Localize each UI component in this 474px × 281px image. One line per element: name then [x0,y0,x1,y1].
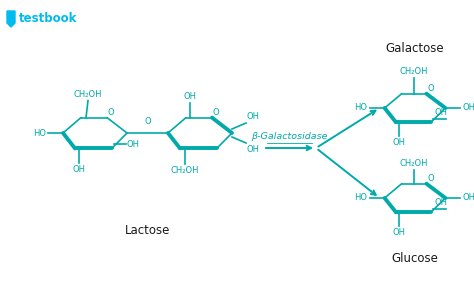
Text: OH: OH [463,194,474,203]
Text: OH: OH [73,166,85,175]
Text: OH: OH [183,92,197,101]
Text: O: O [428,174,434,183]
Text: CH₂OH: CH₂OH [400,159,428,168]
Polygon shape [7,11,15,27]
Text: OH: OH [463,103,474,112]
Text: O: O [144,117,151,126]
Text: CH₂OH: CH₂OH [171,166,199,175]
Text: Lactose: Lactose [125,223,171,237]
Text: OH: OH [247,145,260,154]
Text: O: O [108,108,115,117]
Text: OH: OH [435,108,448,117]
Text: HO: HO [355,194,368,203]
Text: OH: OH [392,138,405,147]
Text: OH: OH [392,228,405,237]
Text: CH₂OH: CH₂OH [74,90,102,99]
Text: HO: HO [355,103,368,112]
Text: Glucose: Glucose [392,251,438,264]
Text: CH₂OH: CH₂OH [400,67,428,76]
Text: testbook: testbook [19,12,77,24]
Text: O: O [428,84,434,93]
Text: OH: OH [247,112,260,121]
Text: HO: HO [33,128,46,137]
Text: OH: OH [435,198,448,207]
Text: O: O [213,108,219,117]
Text: OH: OH [127,140,140,149]
Text: Galactose: Galactose [386,42,444,55]
Text: β-Galactosidase: β-Galactosidase [251,132,328,141]
